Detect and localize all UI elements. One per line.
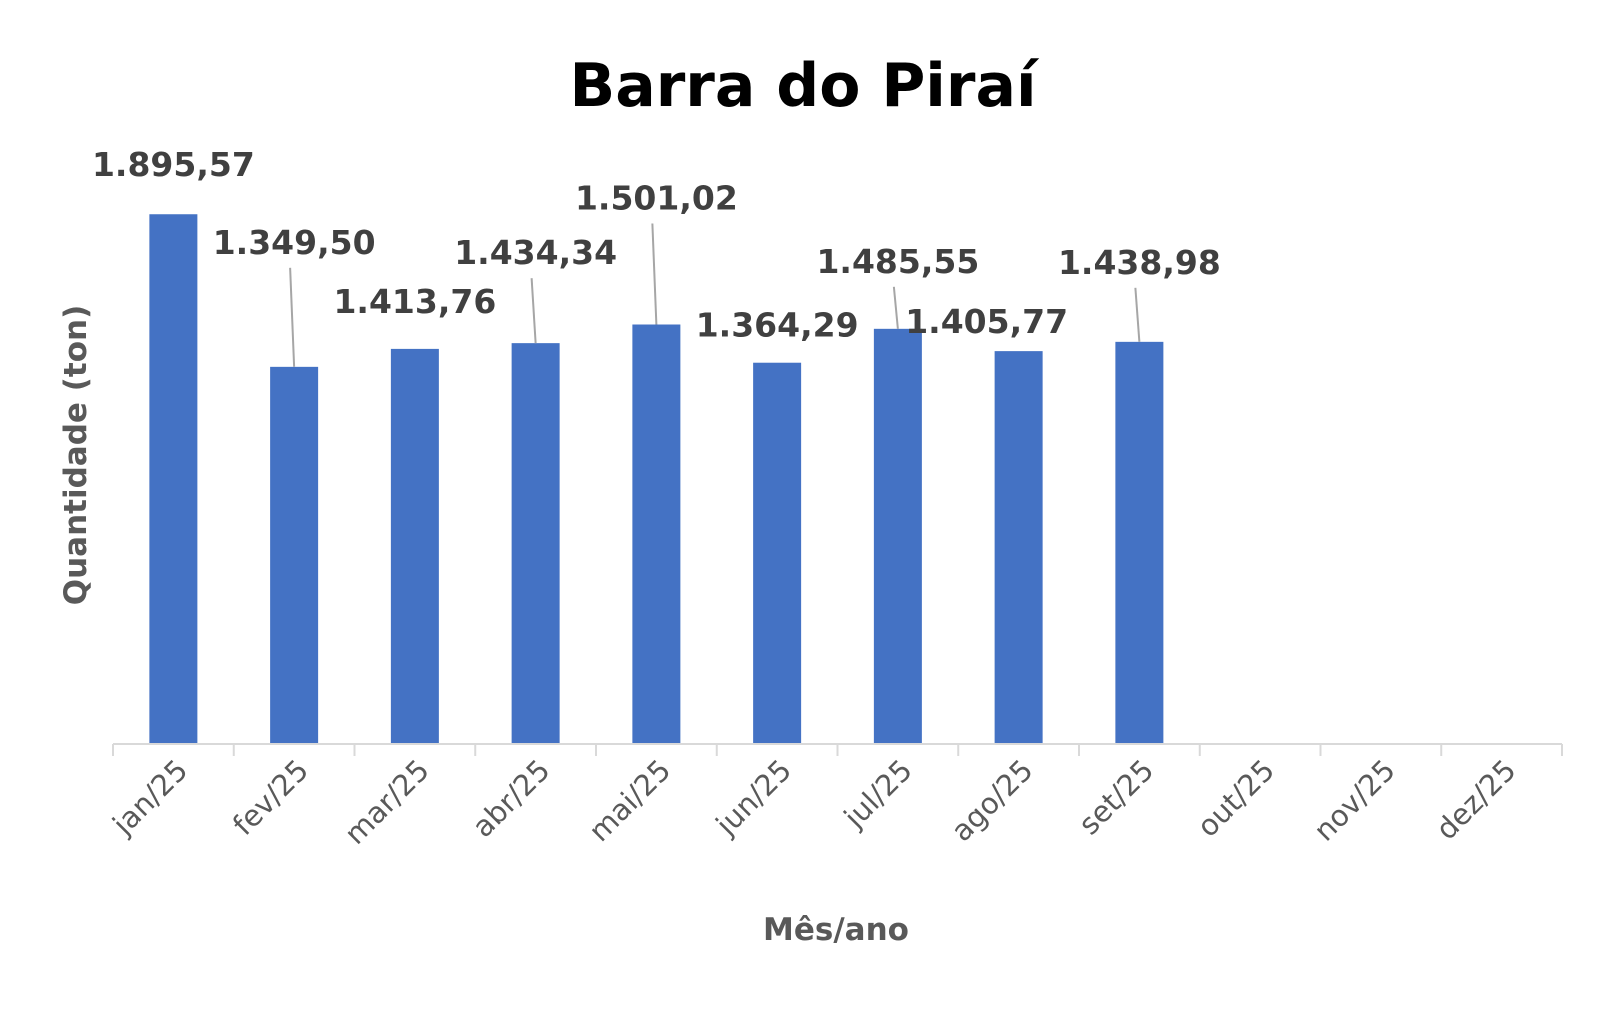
data-labels-layer: 1.895,57 1.349,50 1.413,76 1.434,34 1.501,02… <box>92 145 1221 344</box>
chart-title: Barra do Piraí <box>569 51 1039 121</box>
x-tick-label: jul/25 <box>837 753 919 835</box>
x-tick-label: fev/25 <box>226 753 315 842</box>
leader-line <box>530 278 537 344</box>
leader-lines-layer <box>289 223 1141 367</box>
y-axis-title: Quantidade (ton) <box>58 305 94 606</box>
data-label: 1.349,50 <box>213 223 376 262</box>
x-tick-label: jun/25 <box>709 753 798 842</box>
x-axis-ticks <box>112 744 1563 756</box>
data-label: 1.501,02 <box>575 179 738 218</box>
data-label: 1.895,57 <box>92 145 255 184</box>
data-label: 1.485,55 <box>816 242 979 281</box>
bars-layer <box>149 214 1164 745</box>
data-label: 1.364,29 <box>696 306 859 345</box>
x-tick-label: ago/25 <box>944 753 1039 848</box>
x-tick-label: dez/25 <box>1429 753 1522 846</box>
data-label: 1.434,34 <box>454 233 617 272</box>
x-tick-label: nov/25 <box>1307 753 1402 848</box>
leader-line <box>289 267 296 367</box>
leader-line <box>892 286 899 329</box>
bar <box>1115 341 1164 744</box>
x-axis-tick-labels: jan/25 fev/25 mar/25 abr/25 mai/25 jun/25 jul/… <box>105 753 1522 851</box>
x-tick-label: jan/25 <box>105 753 194 842</box>
data-label: 1.413,76 <box>333 282 496 321</box>
x-tick-label: out/25 <box>1190 753 1281 844</box>
x-tick-label: mai/25 <box>582 753 677 848</box>
x-tick-label: mar/25 <box>338 753 436 851</box>
x-tick-label: set/25 <box>1072 753 1160 841</box>
leader-line <box>1134 287 1141 342</box>
bar <box>753 362 802 744</box>
x-axis-title: Mês/ano <box>763 912 909 948</box>
bar <box>632 324 681 744</box>
bar <box>994 351 1043 744</box>
leader-line <box>651 223 658 325</box>
bar <box>511 343 560 744</box>
x-tick-label: abr/25 <box>466 753 557 844</box>
bar <box>149 214 198 745</box>
data-label: 1.438,98 <box>1058 243 1221 282</box>
bar <box>270 366 319 744</box>
data-label: 1.405,77 <box>905 302 1068 341</box>
bar <box>390 348 439 744</box>
bar <box>873 328 922 744</box>
